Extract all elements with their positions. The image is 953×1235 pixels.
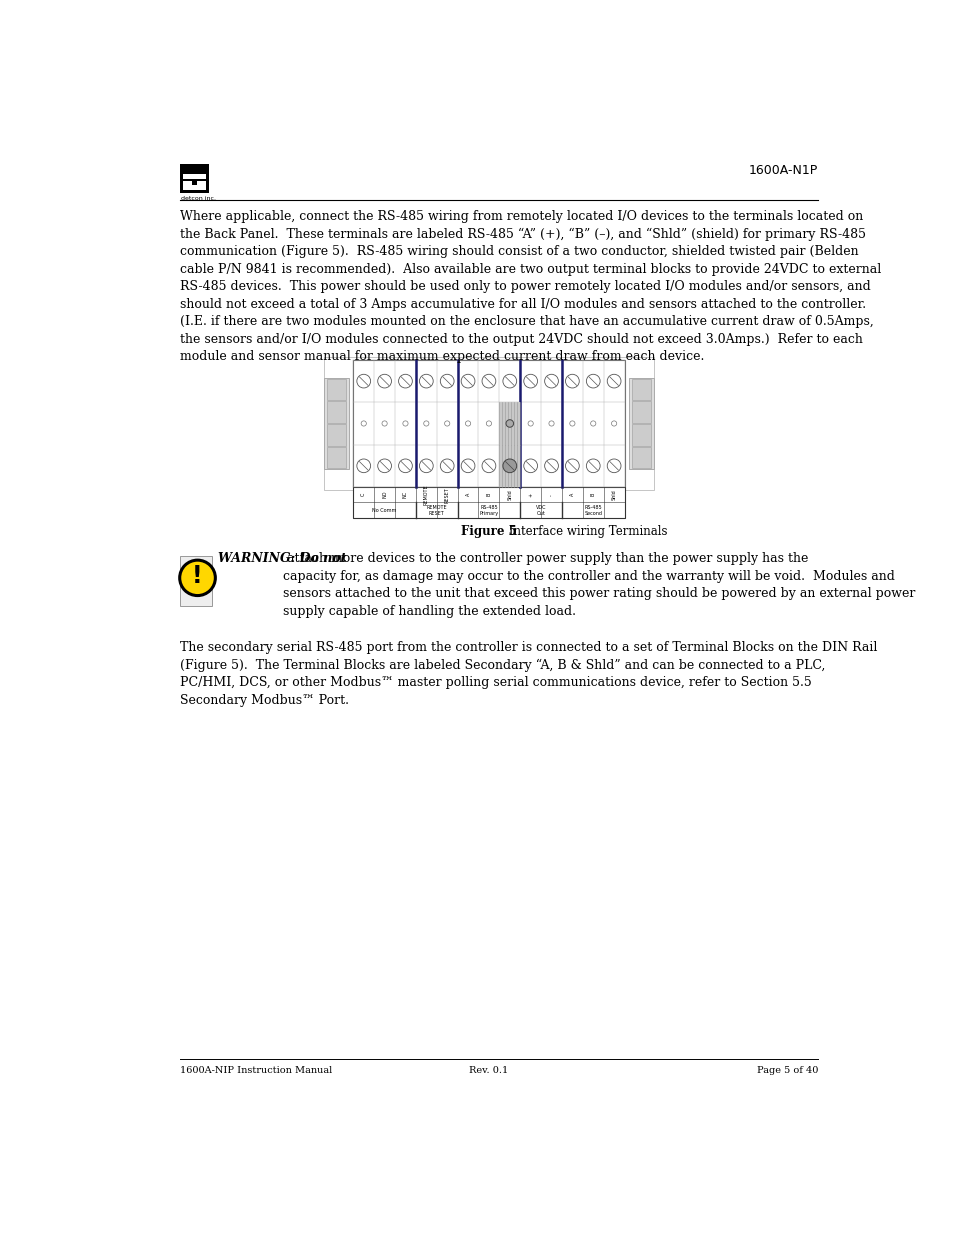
Circle shape — [179, 561, 215, 595]
Circle shape — [381, 421, 387, 426]
Text: NO: NO — [382, 492, 387, 499]
Bar — [632, 447, 650, 468]
Bar — [183, 185, 206, 190]
Bar — [323, 357, 654, 490]
Text: No Comm: No Comm — [372, 508, 396, 513]
Bar — [632, 425, 650, 446]
Text: +: + — [528, 493, 533, 496]
Bar — [632, 401, 650, 422]
Circle shape — [377, 459, 391, 473]
Circle shape — [465, 421, 470, 426]
Text: B: B — [486, 493, 491, 496]
Circle shape — [361, 421, 366, 426]
Circle shape — [590, 421, 596, 426]
Text: detcon inc.: detcon inc. — [181, 196, 216, 201]
Circle shape — [423, 421, 429, 426]
Circle shape — [419, 374, 433, 388]
Text: Page 5 of 40: Page 5 of 40 — [756, 1066, 818, 1074]
Circle shape — [502, 459, 517, 473]
Circle shape — [523, 459, 537, 473]
Bar — [183, 174, 206, 179]
Text: !: ! — [192, 563, 203, 588]
Text: RS-485
Primary: RS-485 Primary — [478, 505, 498, 515]
Bar — [323, 378, 348, 469]
Circle shape — [586, 459, 599, 473]
Circle shape — [460, 459, 475, 473]
Circle shape — [607, 459, 620, 473]
Bar — [327, 447, 345, 468]
Text: Figure 5: Figure 5 — [460, 526, 517, 538]
Circle shape — [607, 374, 620, 388]
Circle shape — [356, 459, 370, 473]
Text: 1600A-NIP Instruction Manual: 1600A-NIP Instruction Manual — [179, 1066, 332, 1074]
Circle shape — [569, 421, 575, 426]
Text: -: - — [548, 494, 554, 495]
Circle shape — [565, 374, 578, 388]
Circle shape — [440, 459, 454, 473]
Circle shape — [440, 374, 454, 388]
Bar — [498, 445, 519, 487]
Bar — [327, 425, 345, 446]
Bar — [632, 378, 650, 400]
Circle shape — [586, 374, 599, 388]
Circle shape — [523, 374, 537, 388]
Circle shape — [460, 374, 475, 388]
Circle shape — [356, 374, 370, 388]
Text: 1600A-N1P: 1600A-N1P — [748, 163, 818, 177]
Bar — [327, 401, 345, 422]
Circle shape — [444, 421, 449, 426]
Bar — [179, 556, 212, 606]
Text: Interface wiring Terminals: Interface wiring Terminals — [504, 526, 666, 538]
Bar — [196, 180, 206, 190]
Bar — [498, 403, 519, 445]
Text: Shld: Shld — [611, 489, 616, 500]
Text: RS-485
Second: RS-485 Second — [583, 505, 601, 515]
Text: A: A — [569, 493, 575, 496]
Text: REMOTE: REMOTE — [423, 484, 429, 505]
Circle shape — [548, 421, 554, 426]
Circle shape — [528, 421, 533, 426]
Circle shape — [398, 374, 412, 388]
Text: B: B — [590, 493, 595, 496]
Circle shape — [505, 420, 513, 427]
Circle shape — [419, 459, 433, 473]
Circle shape — [481, 459, 496, 473]
Bar — [353, 487, 624, 517]
Circle shape — [502, 374, 517, 388]
Text: Where applicable, connect the RS-485 wiring from remotely located I/O devices to: Where applicable, connect the RS-485 wir… — [179, 210, 880, 363]
Text: NC: NC — [402, 492, 408, 498]
Text: Rev. 0.1: Rev. 0.1 — [469, 1066, 508, 1074]
Circle shape — [481, 374, 496, 388]
Bar — [327, 378, 345, 400]
Circle shape — [377, 374, 391, 388]
Circle shape — [544, 374, 558, 388]
Circle shape — [486, 421, 491, 426]
Circle shape — [544, 459, 558, 473]
Text: The secondary serial RS-485 port from the controller is connected to a set of Te: The secondary serial RS-485 port from th… — [179, 641, 876, 706]
Circle shape — [611, 421, 616, 426]
Bar — [353, 359, 624, 487]
Text: Shld: Shld — [507, 489, 512, 500]
Circle shape — [402, 421, 408, 426]
Bar — [183, 180, 192, 190]
Text: C: C — [361, 493, 366, 496]
Bar — [629, 378, 654, 469]
Circle shape — [565, 459, 578, 473]
Circle shape — [398, 459, 412, 473]
Text: attach more devices to the controller power supply than the power supply has the: attach more devices to the controller po… — [283, 552, 915, 618]
Text: WARNING: Do not: WARNING: Do not — [218, 552, 347, 566]
Text: RESET: RESET — [444, 487, 449, 503]
Text: VDC
Out: VDC Out — [536, 505, 546, 515]
Text: REMOTE
RESET: REMOTE RESET — [426, 505, 447, 515]
Text: A: A — [465, 493, 470, 496]
Bar — [179, 163, 209, 193]
